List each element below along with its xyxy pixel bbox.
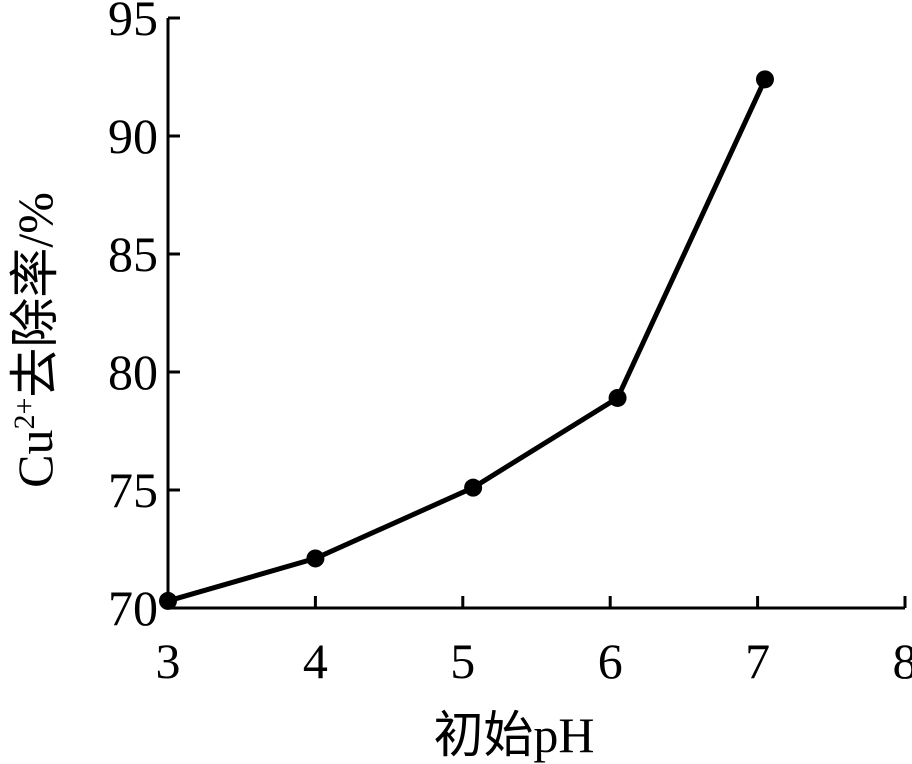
x-tick-label: 5 xyxy=(450,633,475,689)
marker xyxy=(755,70,774,89)
marker xyxy=(608,388,627,407)
y-axis-label: Cu2+去除率/% xyxy=(7,192,63,488)
y-tick-label: 70 xyxy=(108,580,158,636)
y-tick-label: 95 xyxy=(108,0,158,46)
y-label-part: Cu xyxy=(7,430,63,488)
x-tick-label: 6 xyxy=(598,633,623,689)
y-label-sup: 2+ xyxy=(8,398,41,430)
x-tick-label: 7 xyxy=(745,633,770,689)
marker xyxy=(159,591,177,610)
marker xyxy=(464,478,483,497)
y-tick-label: 85 xyxy=(108,226,158,282)
line xyxy=(167,78,768,604)
y-tick-label: 90 xyxy=(108,108,158,164)
y-label-part: 去除率/% xyxy=(7,192,63,398)
y-tick-label: 75 xyxy=(108,462,158,518)
marker xyxy=(306,549,325,568)
x-tick-label: 4 xyxy=(303,633,328,689)
y-tick-label: 80 xyxy=(108,344,158,400)
x-tick-label: 8 xyxy=(893,633,912,689)
x-axis-label: 初始pH xyxy=(433,707,594,763)
x-tick-label: 3 xyxy=(156,633,181,689)
